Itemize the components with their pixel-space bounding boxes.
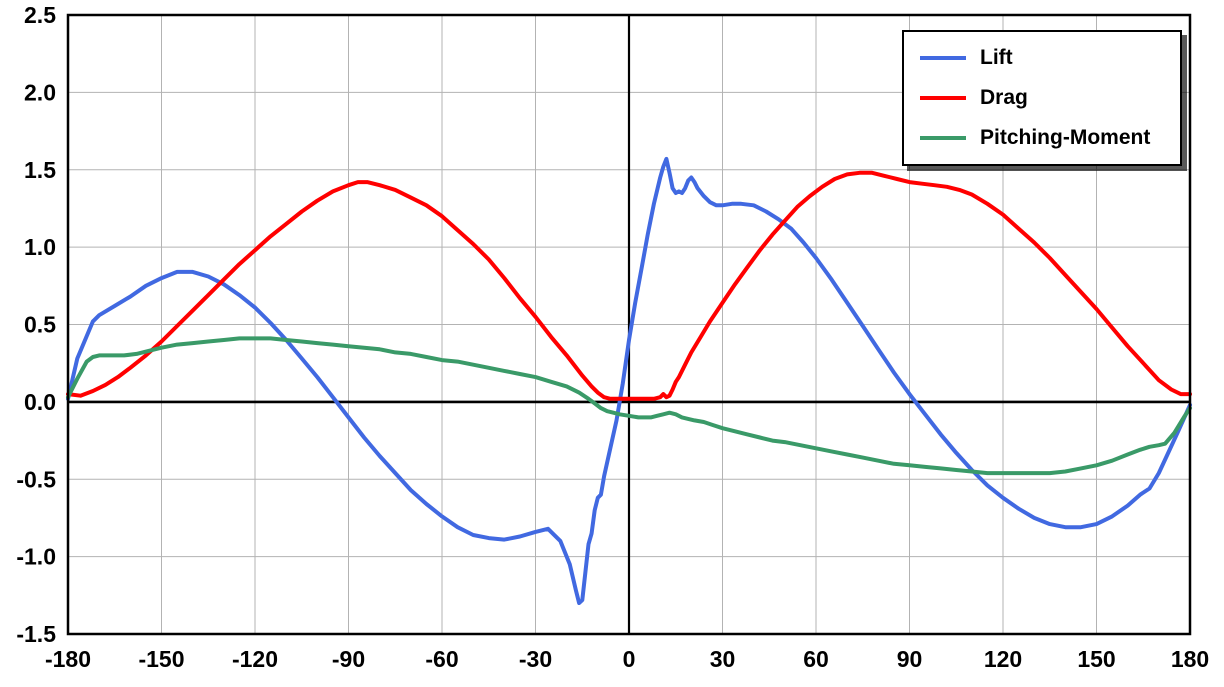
legend-label-lift: Lift bbox=[980, 46, 1013, 69]
svg-text:0: 0 bbox=[623, 646, 636, 672]
legend-item-drag: Drag bbox=[920, 85, 1164, 111]
svg-text:-120: -120 bbox=[232, 646, 278, 672]
svg-text:-90: -90 bbox=[332, 646, 365, 672]
svg-text:0.5: 0.5 bbox=[24, 312, 56, 338]
svg-text:-1.0: -1.0 bbox=[16, 544, 56, 570]
drag-line-swatch bbox=[920, 96, 966, 100]
legend: Lift Drag Pitching-Moment bbox=[902, 30, 1182, 166]
svg-text:120: 120 bbox=[984, 646, 1022, 672]
svg-text:0.0: 0.0 bbox=[24, 389, 56, 415]
svg-text:30: 30 bbox=[710, 646, 736, 672]
svg-text:-0.5: -0.5 bbox=[16, 466, 56, 492]
legend-item-lift: Lift bbox=[920, 45, 1164, 71]
svg-text:-1.5: -1.5 bbox=[16, 621, 56, 647]
lift-line-swatch bbox=[920, 56, 966, 60]
svg-text:2.0: 2.0 bbox=[24, 79, 56, 105]
svg-text:1.0: 1.0 bbox=[24, 234, 56, 260]
legend-label-pitching-moment: Pitching-Moment bbox=[980, 126, 1151, 149]
svg-text:180: 180 bbox=[1171, 646, 1209, 672]
legend-item-pitching-moment: Pitching-Moment bbox=[920, 125, 1164, 151]
pitching-moment-line-swatch bbox=[920, 136, 966, 140]
svg-text:60: 60 bbox=[803, 646, 829, 672]
svg-text:-150: -150 bbox=[138, 646, 184, 672]
svg-text:1.5: 1.5 bbox=[24, 157, 56, 183]
svg-text:90: 90 bbox=[897, 646, 923, 672]
svg-text:-30: -30 bbox=[519, 646, 552, 672]
svg-text:-180: -180 bbox=[45, 646, 91, 672]
svg-text:2.5: 2.5 bbox=[24, 2, 56, 28]
legend-label-drag: Drag bbox=[980, 86, 1028, 109]
svg-text:-60: -60 bbox=[425, 646, 458, 672]
svg-text:150: 150 bbox=[1077, 646, 1115, 672]
